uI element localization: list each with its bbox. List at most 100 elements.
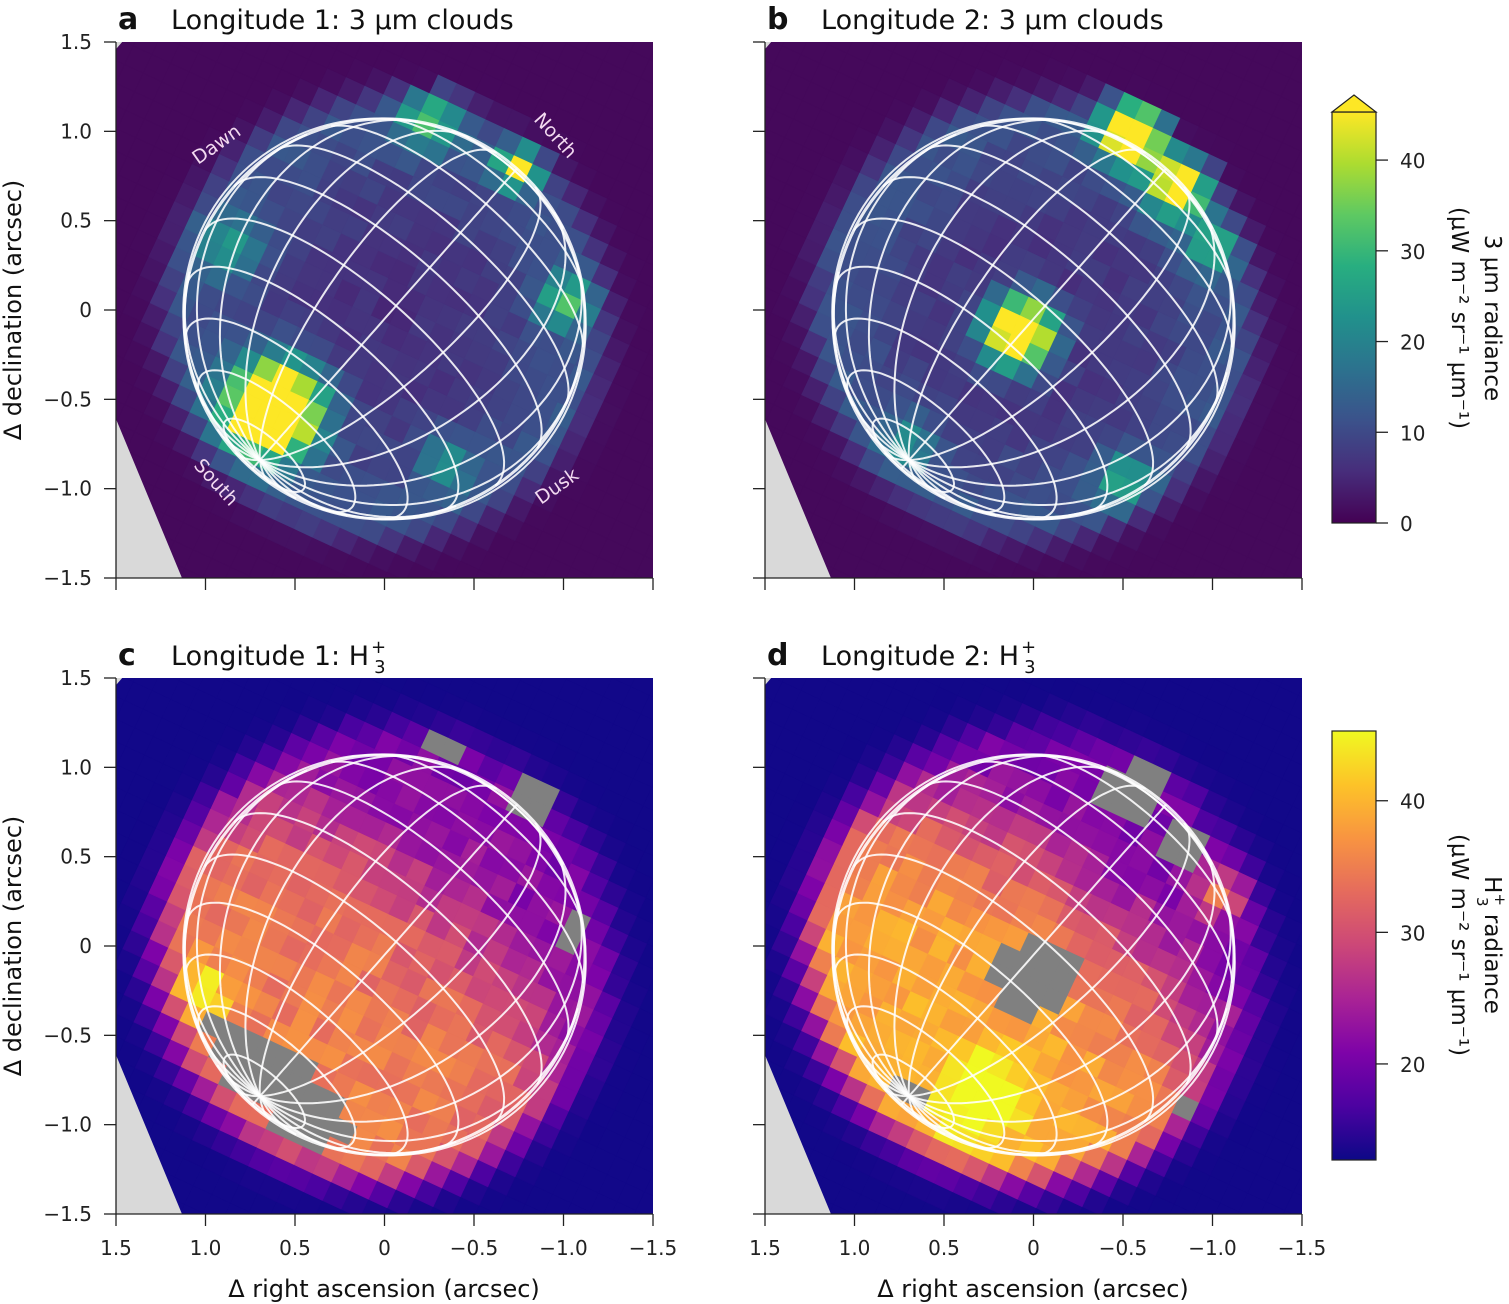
- heatmap-cell: [645, 880, 653, 902]
- heatmap-cell: [851, 576, 856, 578]
- heatmap-cell: [664, 252, 691, 279]
- heatmap-cell: [666, 934, 693, 961]
- heatmap-cell: [800, 42, 829, 64]
- heatmap-cell: [588, 575, 596, 578]
- heatmap-cell: [508, 1223, 535, 1250]
- heatmap-cell: [1049, 42, 1078, 66]
- heatmap-cell: [729, 433, 756, 460]
- heatmap-cell: [473, 42, 499, 55]
- heatmap-cell: [1157, 1223, 1184, 1250]
- heatmap-cell: [243, 42, 272, 61]
- heatmap-cell: [600, 584, 627, 611]
- heatmap-cell: [1157, 587, 1184, 614]
- heatmap-cell: [116, 354, 124, 376]
- latitude-line: [197, 1005, 357, 1150]
- heatmap-cell: [728, 47, 755, 74]
- heatmap-cell: [1288, 649, 1315, 676]
- latitude-line: [204, 853, 506, 1123]
- meridian-line: [218, 755, 417, 1097]
- heatmap-cell: [658, 22, 685, 49]
- heatmap-cell: [651, 783, 653, 788]
- heatmap-cell: [243, 678, 272, 697]
- heatmap-cell: [319, 678, 340, 686]
- colorbar-top-units: (µW m⁻² sr⁻¹ µm⁻¹): [1446, 207, 1472, 429]
- latitude-line: [197, 369, 357, 514]
- heatmap-cell: [765, 196, 778, 222]
- heatmap-cell: [663, 206, 690, 233]
- no-data-region: [116, 678, 123, 686]
- heatmap-cell: [416, 42, 431, 48]
- latitude-line: [853, 217, 1155, 487]
- heatmap-cell: [116, 832, 129, 858]
- heatmap-cell: [351, 582, 378, 609]
- no-data-region: [765, 42, 772, 50]
- heatmap-cell: [1237, 575, 1245, 578]
- heatmap-cell: [391, 647, 418, 674]
- heatmap-cell: [562, 42, 567, 44]
- heatmap-cell: [462, 588, 489, 615]
- x-tick-label: 1.0: [839, 1236, 871, 1260]
- heatmap-cell: [654, 224, 681, 251]
- y-tick-label: −1.5: [43, 566, 92, 590]
- axes-c: [104, 677, 654, 1226]
- heatmap-cell: [538, 42, 567, 63]
- heatmap-cell: [621, 641, 648, 668]
- heatmap-cell: [770, 588, 797, 615]
- heatmap-cell: [765, 286, 781, 313]
- heatmap-cell: [116, 718, 135, 747]
- heatmap-cell: [765, 422, 766, 424]
- heatmap-cell: [1295, 583, 1322, 610]
- heatmap-cell: [730, 775, 757, 802]
- latitude-line: [276, 144, 570, 405]
- heatmap-cell: [1114, 678, 1126, 682]
- heatmap-cell: [1303, 564, 1330, 591]
- heatmap-cell: [654, 1200, 681, 1227]
- heatmap-cell: [1305, 270, 1332, 297]
- heatmap-cell: [259, 584, 286, 611]
- x-tick-label: 0: [378, 1236, 391, 1260]
- heatmap-cell: [659, 408, 686, 435]
- heatmap-cell: [197, 42, 226, 63]
- heatmap-cell: [178, 678, 204, 690]
- x-tick-label: −0.5: [450, 1236, 499, 1260]
- meridian-line: [258, 784, 498, 1097]
- heatmap-cell: [1163, 42, 1171, 45]
- heatmap-cell: [1122, 42, 1148, 55]
- heatmap-cell: [584, 678, 613, 697]
- heatmap-cell: [1086, 646, 1113, 673]
- heatmap-cell: [167, 587, 194, 614]
- heatmap-cell: [651, 488, 653, 492]
- latitude-line: [882, 176, 1192, 449]
- heatmap-cell: [519, 42, 545, 54]
- heatmap-cell: [658, 658, 685, 685]
- heatmap-cell: [173, 678, 181, 681]
- planet-grid: [182, 753, 587, 1157]
- heatmap-cell: [368, 678, 386, 685]
- heatmap-cell: [1065, 42, 1080, 48]
- latitude-line: [388, 753, 584, 926]
- heatmap-cell: [791, 8, 818, 35]
- heatmap-cell: [765, 105, 776, 130]
- heatmap-cell: [465, 678, 477, 682]
- heatmap-cell: [116, 741, 127, 766]
- heatmap-cells: [116, 641, 693, 1250]
- heatmap-cell: [662, 1136, 689, 1163]
- heatmap-cell: [483, 644, 510, 671]
- latitude-line: [846, 369, 1006, 514]
- latitude-line: [233, 176, 543, 449]
- heatmap-cell: [354, 42, 383, 68]
- heatmap-cell: [116, 150, 128, 176]
- colorbar-tick-label: 30: [1400, 921, 1425, 945]
- heatmap-cell: [86, 323, 113, 350]
- heatmap-cell: [116, 1058, 117, 1060]
- heatmap-cell: [529, 7, 556, 34]
- heatmap-cell: [663, 1182, 690, 1209]
- heatmap-cell: [1163, 678, 1171, 681]
- heatmap-cell: [805, 577, 807, 578]
- x-tick-label: −1.5: [629, 1236, 678, 1260]
- y-tick-label: −0.5: [43, 1023, 92, 1047]
- heatmap-cell: [116, 59, 125, 84]
- heatmap-cell: [649, 1026, 653, 1038]
- heatmap-cell: [1305, 906, 1332, 933]
- heatmap-cell: [1224, 642, 1251, 669]
